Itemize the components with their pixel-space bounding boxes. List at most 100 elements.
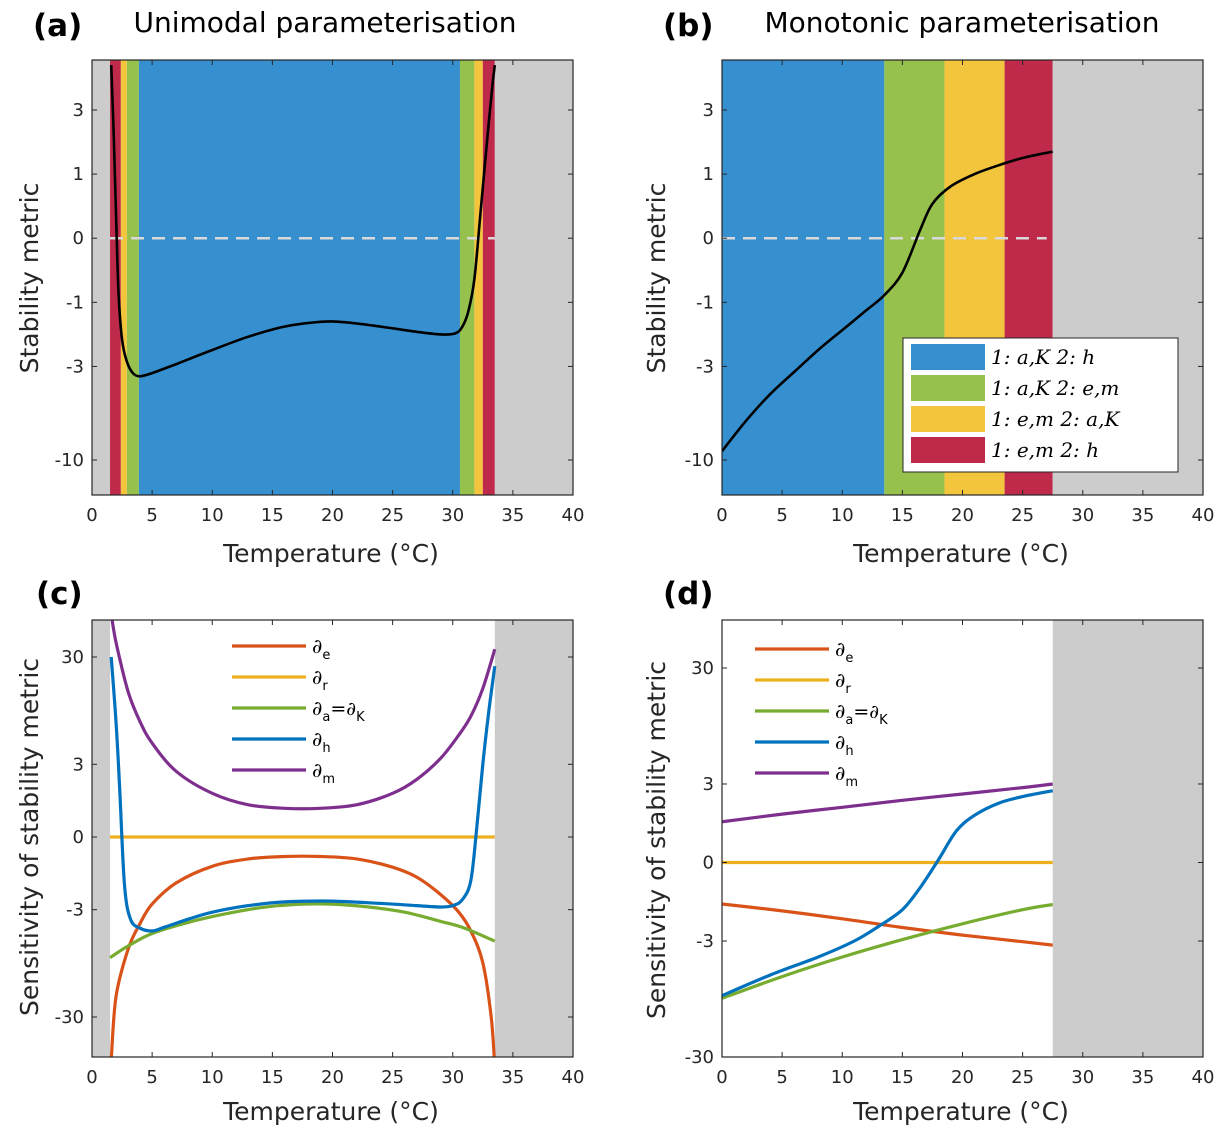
series-line-h (109, 656, 497, 933)
series-line-0 (722, 150, 1053, 453)
y-tick-label: 0 (703, 228, 714, 249)
y-tick-label: 1 (703, 164, 714, 185)
x-tick-label: 0 (86, 1067, 97, 1088)
panel-label-a: (a) (33, 8, 82, 44)
legend: 1: a,K 2: h 1: a,K 2: e,m 1: e,m 2: a,K 1: … (902, 337, 1179, 473)
x-tick-label: 10 (201, 505, 224, 526)
x-tick-label: 35 (1131, 1067, 1154, 1088)
x-tick-label: 35 (501, 1067, 524, 1088)
ylabel-a: Stability metric (15, 183, 44, 374)
panel-d: (d) 0 5 10 15 20 25 30 35 403030-3-30∂e∂r∂a=∂K∂h… (642, 576, 1214, 1126)
legend-label: ∂h (312, 727, 331, 756)
x-tick-label: 35 (501, 505, 524, 526)
y-tick-label: -10 (685, 450, 714, 471)
band-2 (120, 60, 127, 495)
x-tick-label: 5 (776, 505, 787, 526)
x-tick-label: 15 (261, 505, 284, 526)
series-line-m (722, 782, 1053, 824)
x-tick-label: 0 (716, 505, 727, 526)
y-tick-label: -3 (696, 931, 714, 952)
x-tick-label: 15 (891, 1067, 914, 1088)
x-tick-label: 20 (321, 505, 344, 526)
band-5 (459, 60, 475, 495)
y-tick-label: 1 (73, 164, 84, 185)
band-1 (110, 60, 121, 495)
x-tick-label: 15 (261, 1067, 284, 1088)
band-0 (1052, 620, 1203, 1057)
legend: ∂e∂r∂a=∂K∂h∂m (232, 634, 365, 787)
panel-label-d: (d) (663, 576, 714, 612)
legend-swatch (911, 406, 985, 432)
x-tick-label: 0 (86, 505, 97, 526)
legend-label: 1: a,K 2: e,m (991, 376, 1119, 400)
y-tick-label: -3 (696, 356, 714, 377)
legend-label: ∂m (312, 758, 335, 787)
series-line-m (110, 620, 497, 811)
y-tick-label: 3 (73, 754, 84, 775)
legend-label: ∂r (835, 668, 851, 697)
y-tick-label: 3 (73, 100, 84, 121)
legend-swatch (911, 344, 985, 370)
y-tick-label: 3 (703, 774, 714, 795)
panel-b: (b) Monotonic parameterisation 0 5 10 15 20 2… (642, 6, 1214, 568)
panel-a: (a) Unimodal parameterisation 0 5 10 15 20 25… (15, 6, 584, 568)
x-tick-label: 0 (716, 1067, 727, 1088)
y-tick-label: 3 (703, 100, 714, 121)
x-tick-label: 40 (1192, 505, 1215, 526)
x-tick-label: 20 (951, 1067, 974, 1088)
x-tick-label: 5 (146, 1067, 157, 1088)
band-6 (474, 60, 483, 495)
series-line-e (109, 854, 496, 1057)
panel-label-b: (b) (663, 8, 714, 44)
x-tick-label: 35 (1131, 505, 1154, 526)
y-tick-label: -30 (55, 1007, 84, 1028)
band-8 (494, 60, 573, 495)
xlabel-c: Temperature (°C) (222, 1097, 439, 1126)
xlabel-a: Temperature (°C) (222, 539, 439, 568)
legend-label: ∂a=∂K (312, 696, 365, 725)
x-tick-label: 10 (831, 1067, 854, 1088)
band-0 (92, 620, 111, 1057)
band-1 (494, 620, 573, 1057)
ylabel-c: Sensitivity of stability metric (15, 658, 44, 1016)
y-tick-label: -10 (55, 450, 84, 471)
legend-label: 1: e,m 2: h (991, 438, 1099, 462)
x-tick-label: 5 (146, 505, 157, 526)
band-0 (92, 60, 111, 495)
panel-label-c: (c) (36, 576, 83, 612)
series-line-e (722, 902, 1053, 947)
y-tick-label: 30 (61, 647, 84, 668)
x-tick-label: 5 (776, 1067, 787, 1088)
band-0 (722, 60, 885, 495)
x-tick-label: 20 (951, 505, 974, 526)
legend-label: ∂e (312, 634, 330, 663)
x-tick-label: 30 (1071, 505, 1094, 526)
legend-label: ∂e (835, 637, 853, 666)
series-line-h (722, 789, 1054, 998)
x-tick-label: 15 (891, 505, 914, 526)
legend-label: 1: a,K 2: h (991, 345, 1095, 369)
x-tick-label: 40 (562, 1067, 585, 1088)
x-tick-label: 40 (562, 505, 585, 526)
legend-swatch (911, 437, 985, 463)
legend-swatch (911, 375, 985, 401)
y-tick-label: -3 (66, 356, 84, 377)
x-tick-label: 40 (1192, 1067, 1215, 1088)
legend-label: ∂m (835, 761, 858, 790)
band-3 (126, 60, 139, 495)
x-tick-label: 20 (321, 1067, 344, 1088)
legend-label: 1: e,m 2: a,K (991, 407, 1120, 431)
ylabel-b: Stability metric (642, 183, 671, 374)
y-tick-label: -1 (66, 292, 84, 313)
xlabel-d: Temperature (°C) (852, 1097, 1069, 1126)
x-tick-label: 25 (381, 505, 404, 526)
x-tick-label: 25 (1011, 505, 1034, 526)
legend: ∂e∂r∂a=∂K∂h∂m (755, 637, 888, 790)
y-tick-label: 30 (691, 658, 714, 679)
series-line-a (722, 902, 1053, 1000)
